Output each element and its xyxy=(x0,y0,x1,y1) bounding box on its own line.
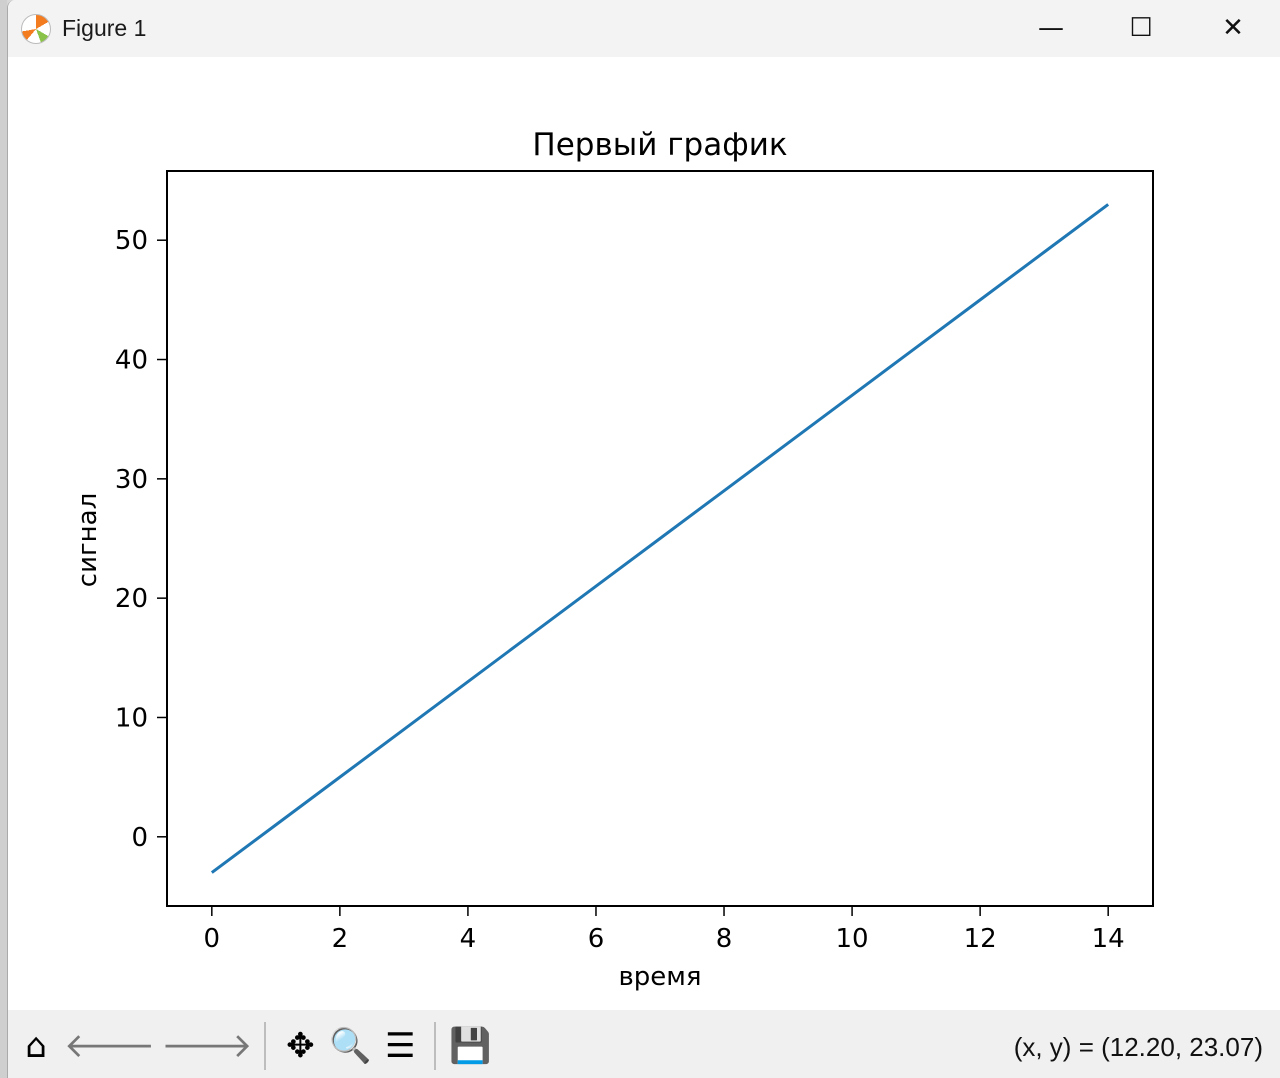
close-button[interactable]: ✕ xyxy=(1222,13,1244,43)
series-line xyxy=(210,203,1110,874)
maximize-button[interactable]: ☐ xyxy=(1129,13,1153,43)
y-tick-label: 40 xyxy=(115,346,148,376)
window-title: Figure 1 xyxy=(62,15,147,41)
y-tick-label: 0 xyxy=(131,823,148,853)
navigation-toolbar: ⌂ 🡐 🡒 ✥ 🔍 ☰ 💾 (x, y) = (12.20, 23.07) xyxy=(8,1010,1280,1078)
chart-title: Первый график xyxy=(532,127,787,163)
title-bar: Figure 1 — ☐ ✕ xyxy=(8,0,1280,57)
x-tick-label: 14 xyxy=(1092,924,1125,954)
minimize-button[interactable]: — xyxy=(1038,13,1064,43)
plot-canvas[interactable]: Первый график время сигнал 0 2 4 6 8 10 12 14 0 1… xyxy=(7,0,1280,1010)
y-tick-label: 20 xyxy=(115,584,148,614)
pan-icon[interactable]: ✥ xyxy=(286,1026,315,1066)
matplotlib-logo-icon xyxy=(21,14,51,44)
x-tick-label: 10 xyxy=(836,924,869,954)
toolbar-separator xyxy=(434,1022,437,1070)
y-tick-label: 30 xyxy=(115,465,148,495)
x-tick-label: 8 xyxy=(716,924,733,954)
cursor-coordinates: (x, y) = (12.20, 23.07) xyxy=(1013,1032,1263,1062)
x-tick-label: 4 xyxy=(460,924,477,954)
x-tick-label: 2 xyxy=(332,924,349,954)
y-tick-label: 10 xyxy=(115,703,148,733)
y-tick-label: 50 xyxy=(115,226,148,256)
save-icon[interactable]: 💾 xyxy=(449,1026,492,1066)
x-axis-label: время xyxy=(618,962,701,992)
x-tick-label: 12 xyxy=(964,924,997,954)
y-axis-label: сигнал xyxy=(73,493,103,587)
figure-window: Figure 1 — ☐ ✕ Первый график время сигна… xyxy=(7,0,1280,1078)
axes-frame xyxy=(166,170,1154,907)
configure-subplots-icon[interactable]: ☰ xyxy=(385,1026,416,1066)
toolbar-buttons: ⌂ 🡐 🡒 ✥ 🔍 ☰ 💾 xyxy=(14,1022,492,1070)
x-tick-label: 6 xyxy=(588,924,605,954)
desktop-background xyxy=(0,0,7,1078)
x-tick-label: 0 xyxy=(204,924,221,954)
back-arrow-icon[interactable]: 🡐 xyxy=(64,1026,156,1066)
zoom-icon[interactable]: 🔍 xyxy=(329,1026,372,1066)
forward-arrow-icon[interactable]: 🡒 xyxy=(161,1026,253,1066)
home-icon[interactable]: ⌂ xyxy=(25,1026,47,1066)
toolbar-separator xyxy=(264,1022,267,1070)
